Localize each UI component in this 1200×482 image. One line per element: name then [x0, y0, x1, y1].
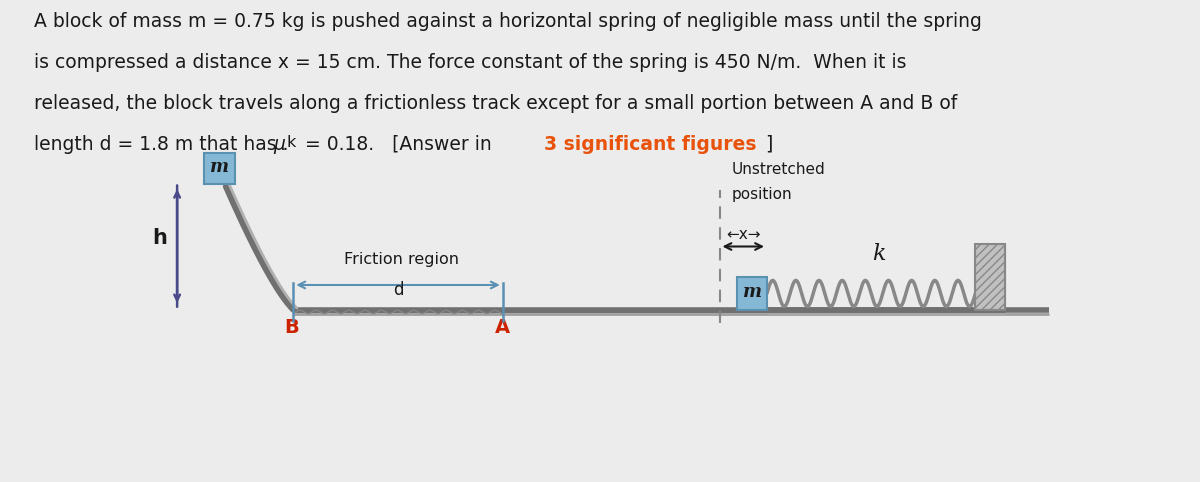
Text: length d = 1.8 m that has .: length d = 1.8 m that has . [34, 135, 288, 154]
Text: A block of mass m = 0.75 kg is pushed against a horizontal spring of negligible : A block of mass m = 0.75 kg is pushed ag… [34, 12, 982, 31]
Text: 3 significant figures: 3 significant figures [544, 135, 756, 154]
Text: ←x→: ←x→ [726, 227, 761, 242]
Text: B: B [284, 318, 299, 337]
Text: released, the block travels along a frictionless track except for a small portio: released, the block travels along a fric… [34, 94, 956, 113]
Bar [976, 244, 1004, 309]
Text: Unstretched: Unstretched [731, 162, 826, 177]
Text: A: A [496, 318, 510, 337]
Text: d: d [392, 281, 403, 299]
Text: μ: μ [274, 135, 286, 154]
Text: m: m [743, 283, 762, 301]
Bar [204, 153, 235, 184]
Text: ]: ] [766, 135, 773, 154]
Bar [738, 277, 767, 309]
Text: = 0.18.   [Answer in: = 0.18. [Answer in [299, 135, 498, 154]
Text: is compressed a distance x = 15 cm. The force constant of the spring is 450 N/m.: is compressed a distance x = 15 cm. The … [34, 53, 906, 72]
Bar [976, 244, 1004, 309]
Text: Friction region: Friction region [344, 252, 460, 268]
Text: k: k [287, 135, 296, 150]
Text: position: position [731, 187, 792, 202]
Text: k: k [871, 243, 886, 265]
Text: h: h [152, 228, 168, 248]
Text: m: m [210, 158, 229, 176]
